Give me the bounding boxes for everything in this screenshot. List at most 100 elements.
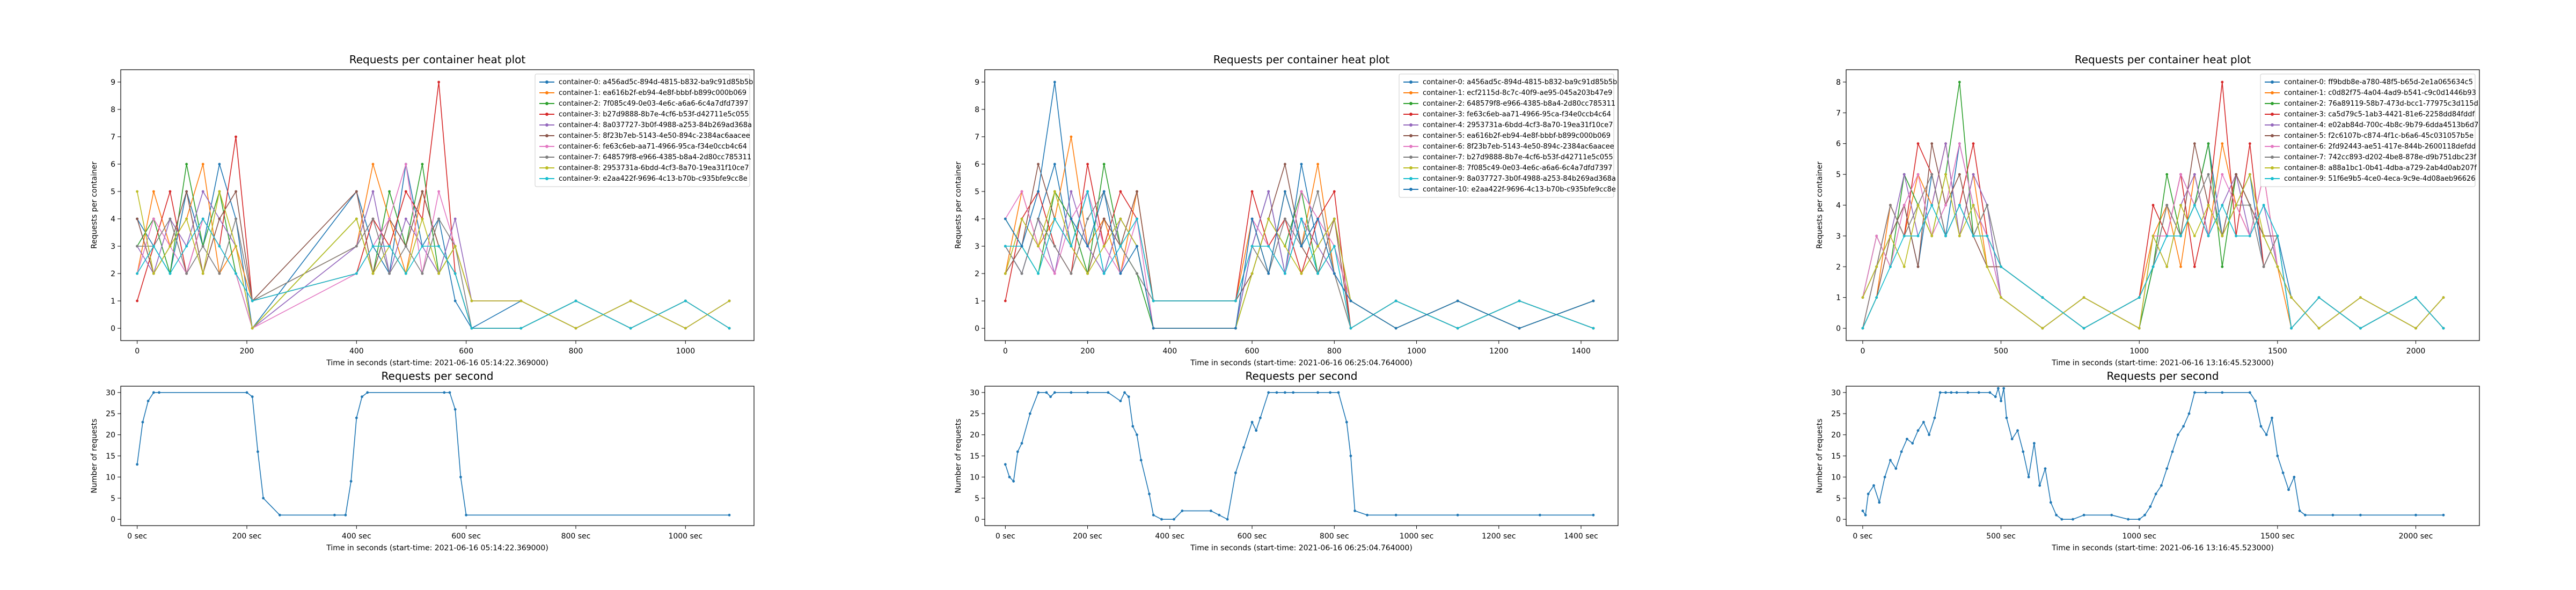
data-point — [218, 217, 221, 220]
data-point — [1086, 245, 1089, 248]
x-tick-label: 0 — [1003, 347, 1008, 356]
data-point — [1053, 217, 1056, 220]
y-tick-label: 30 — [106, 389, 115, 397]
data-point — [2259, 425, 2263, 428]
data-point — [2160, 484, 2163, 487]
legend-entry: container-10: e2aa422f-9696-4c13-b70b-c9… — [1423, 186, 1616, 194]
data-point — [136, 217, 138, 220]
data-point — [1944, 173, 1947, 176]
chart-0: Requests per container heat plot 0 200 400 6… — [90, 53, 755, 367]
data-point — [169, 190, 172, 193]
data-point — [355, 272, 358, 275]
legend-entry: container-9: e2aa422f-9696-4c13-b70b-c93… — [559, 175, 748, 183]
plot-area — [120, 386, 755, 526]
data-point — [355, 416, 358, 419]
chart-title: Requests per second — [1246, 370, 1358, 382]
data-point — [2207, 173, 2210, 176]
data-point — [2127, 518, 2130, 521]
data-point — [169, 217, 172, 220]
y-tick-label: 5 — [111, 188, 115, 196]
data-point — [2207, 204, 2210, 206]
data-point — [1234, 327, 1237, 330]
data-point — [1889, 265, 1892, 268]
data-point — [1160, 518, 1163, 521]
data-point — [1867, 492, 1870, 496]
data-point — [1394, 299, 1397, 303]
legend-swatch-marker — [2271, 177, 2274, 180]
data-point — [2193, 204, 2196, 206]
legend-swatch-marker — [1409, 156, 1413, 159]
data-point — [1518, 327, 1521, 330]
x-tick-label: 200 sec — [232, 532, 262, 541]
y-tick-label: 10 — [106, 473, 115, 482]
data-point — [2193, 391, 2196, 394]
data-point — [1020, 245, 1023, 248]
legend-entry: container-8: 2953731a-6bdd-4cf3-8a70-19e… — [559, 164, 749, 172]
data-point — [355, 217, 358, 220]
legend-swatch-marker — [545, 102, 548, 105]
data-point — [1994, 395, 1997, 399]
data-point — [1267, 391, 1270, 394]
data-point — [2281, 471, 2285, 474]
data-point — [1004, 299, 1007, 303]
data-point — [136, 299, 138, 303]
data-point — [1894, 467, 1898, 470]
x-tick-label: 800 sec — [1320, 532, 1349, 541]
data-point — [1218, 513, 1221, 517]
y-tick-label: 5 — [975, 188, 979, 196]
chart-3: Requests per second 0 sec 200 sec 400 sec 60… — [90, 370, 755, 552]
y-tick-label: 15 — [970, 452, 979, 461]
legend-entry: container-6: 2fd92443-ae51-417e-844b-260… — [2284, 143, 2476, 151]
data-point — [1958, 234, 1961, 238]
x-axis-label: Time in seconds (start-time: 2021-06-16 … — [2051, 544, 2274, 552]
data-point — [141, 421, 144, 424]
data-point — [2331, 513, 2334, 517]
data-point — [1902, 204, 1906, 206]
data-point — [437, 245, 440, 248]
data-point — [2179, 204, 2182, 206]
data-point — [1875, 234, 1878, 238]
chart-title: Requests per second — [2107, 370, 2219, 382]
legend-swatch-marker — [2271, 80, 2274, 84]
y-tick-label: 7 — [111, 133, 115, 142]
data-point — [1119, 272, 1122, 275]
legend-swatch-marker — [1409, 80, 1413, 84]
data-point — [2179, 265, 2182, 268]
data-point — [361, 395, 363, 399]
data-point — [1944, 234, 1947, 238]
data-point — [2359, 513, 2362, 517]
data-point — [1933, 416, 1936, 419]
data-point — [448, 391, 451, 394]
data-point — [1037, 391, 1040, 394]
x-tick-label: 1200 sec — [1482, 532, 1516, 541]
legend-entry: container-3: b27d9888-8b7e-4cf6-b53f-d42… — [559, 110, 749, 119]
chart-title: Requests per container heat plot — [349, 53, 526, 66]
series-line-10 — [1005, 82, 1594, 329]
data-point — [388, 272, 391, 275]
data-point — [1300, 272, 1303, 275]
data-point — [1928, 433, 1931, 436]
data-point — [1086, 190, 1089, 193]
data-point — [1972, 142, 1975, 145]
data-point — [1020, 272, 1023, 275]
x-tick-label: 1000 sec — [2122, 532, 2156, 541]
data-point — [1008, 476, 1011, 478]
data-point — [459, 476, 462, 478]
data-point — [1102, 272, 1106, 275]
data-point — [1250, 190, 1254, 193]
data-point — [235, 245, 237, 248]
data-point — [519, 299, 523, 303]
y-tick-label: 7 — [1836, 109, 1841, 117]
data-point — [1152, 513, 1155, 517]
data-point — [1234, 299, 1237, 303]
chart-2: Requests per container heat plot 0 500 1000… — [1816, 53, 2480, 367]
x-tick-label: 1400 — [1571, 347, 1591, 356]
legend-entry: container-4: 8a037727-3b0f-4988-a253-84b… — [559, 121, 752, 129]
data-point — [158, 391, 160, 394]
data-point — [2171, 450, 2174, 453]
x-tick-label: 1000 — [676, 347, 695, 356]
chart-title: Requests per second — [382, 370, 494, 382]
data-point — [235, 190, 237, 193]
data-point — [404, 272, 407, 275]
legend-entry: container-9: 8a037727-3b0f-4988-a253-84b… — [1423, 175, 1616, 183]
